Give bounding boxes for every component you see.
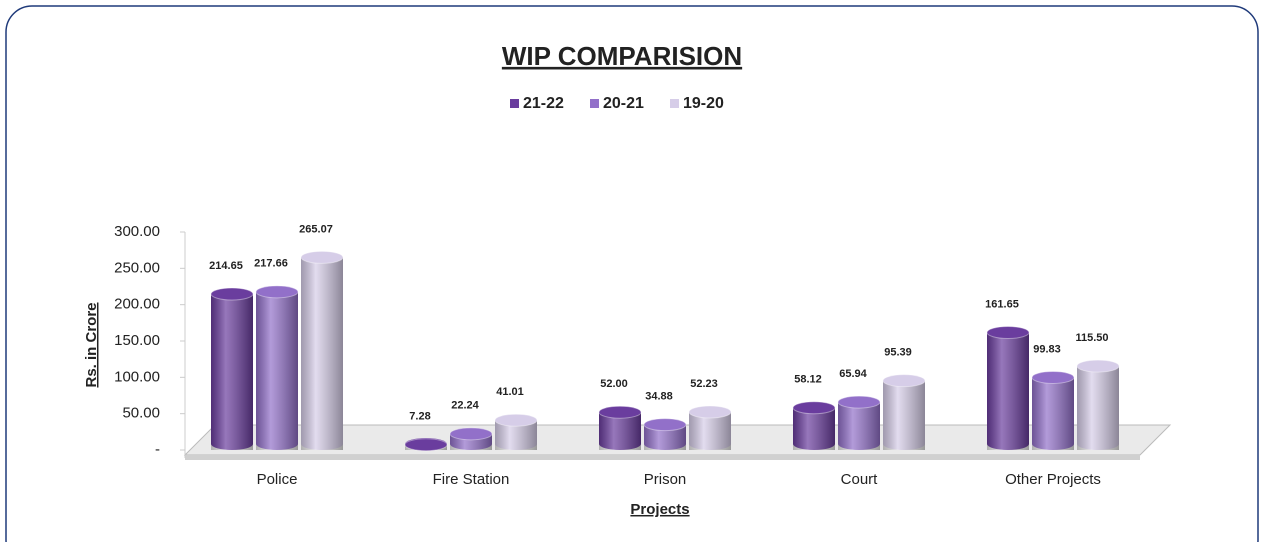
x-tick-label: Court (841, 471, 879, 488)
value-label: 161.65 (985, 298, 1019, 310)
bar-shade (793, 407, 835, 450)
value-label: 34.88 (645, 391, 673, 403)
bar (404, 438, 448, 452)
bar (792, 401, 836, 450)
floor-edge (185, 455, 1140, 460)
bar-top (643, 418, 687, 432)
y-tick-label: 100.00 (114, 368, 160, 385)
bar-shade (987, 332, 1029, 450)
value-label: 58.12 (794, 374, 822, 386)
frame (5, 5, 1259, 542)
bar (1031, 370, 1075, 450)
value-label: 115.50 (1075, 332, 1108, 344)
bar-top (1031, 370, 1075, 384)
bar-shade (1077, 366, 1119, 450)
value-label: 52.00 (600, 378, 628, 390)
bar-top (882, 374, 926, 388)
y-axis-label: Rs. in Crore (83, 302, 100, 387)
value-label: 22.24 (451, 400, 479, 412)
bar-top (598, 405, 642, 419)
value-label: 95.39 (884, 347, 912, 359)
x-tick-label: Prison (644, 471, 687, 488)
bar (643, 418, 687, 450)
bar-shade (599, 412, 641, 450)
value-label: 52.23 (690, 378, 718, 390)
y-tick-label: 50.00 (122, 405, 160, 422)
bar-top (404, 438, 448, 452)
value-label: 41.01 (496, 386, 524, 398)
x-tick-label: Other Projects (1005, 471, 1101, 488)
bar (688, 405, 732, 450)
bar-shade (689, 412, 731, 450)
bar-top (210, 287, 254, 301)
bar-shade (1032, 377, 1074, 450)
bar-shade (838, 402, 880, 450)
value-label: 265.07 (299, 223, 333, 235)
bar (598, 405, 642, 450)
bar-top (837, 395, 881, 409)
value-label: 99.83 (1033, 343, 1061, 355)
value-label: 65.94 (839, 368, 867, 380)
y-tick-label: - (155, 441, 160, 458)
value-label: 214.65 (209, 260, 243, 272)
bar-shade (301, 257, 343, 450)
bar-shade (883, 380, 925, 450)
bar (255, 285, 299, 450)
bar (300, 250, 344, 450)
legend-label: 21-22 (523, 95, 564, 112)
y-tick-label: 200.00 (114, 296, 160, 313)
value-label: 7.28 (409, 411, 430, 423)
bar (986, 326, 1030, 450)
bar (1076, 359, 1120, 450)
bar-top (255, 285, 299, 299)
chart-title: WIP COMPARISION (502, 41, 742, 71)
bar-top (494, 413, 538, 427)
bar-shade (256, 291, 298, 450)
bar-top (688, 405, 732, 419)
x-tick-label: Police (257, 471, 298, 488)
bar-shade (211, 294, 253, 450)
bar (837, 395, 881, 450)
legend-swatch (590, 99, 599, 108)
legend-swatch (670, 99, 679, 108)
legend-label: 20-21 (603, 95, 644, 112)
bar-top (986, 326, 1030, 340)
y-tick-label: 150.00 (114, 332, 160, 349)
bar-top (792, 401, 836, 415)
legend-label: 19-20 (683, 95, 724, 112)
bar-top (1076, 359, 1120, 373)
bar (494, 413, 538, 450)
bar-top (449, 427, 493, 441)
x-tick-label: Fire Station (433, 471, 510, 488)
bar (449, 427, 493, 450)
y-tick-label: 250.00 (114, 259, 160, 276)
y-tick-label: 300.00 (114, 223, 160, 240)
bar-top (300, 250, 344, 264)
bar (210, 287, 254, 450)
value-label: 217.66 (254, 258, 288, 270)
legend-swatch (510, 99, 519, 108)
x-axis-label: Projects (630, 501, 689, 518)
bar (882, 374, 926, 450)
